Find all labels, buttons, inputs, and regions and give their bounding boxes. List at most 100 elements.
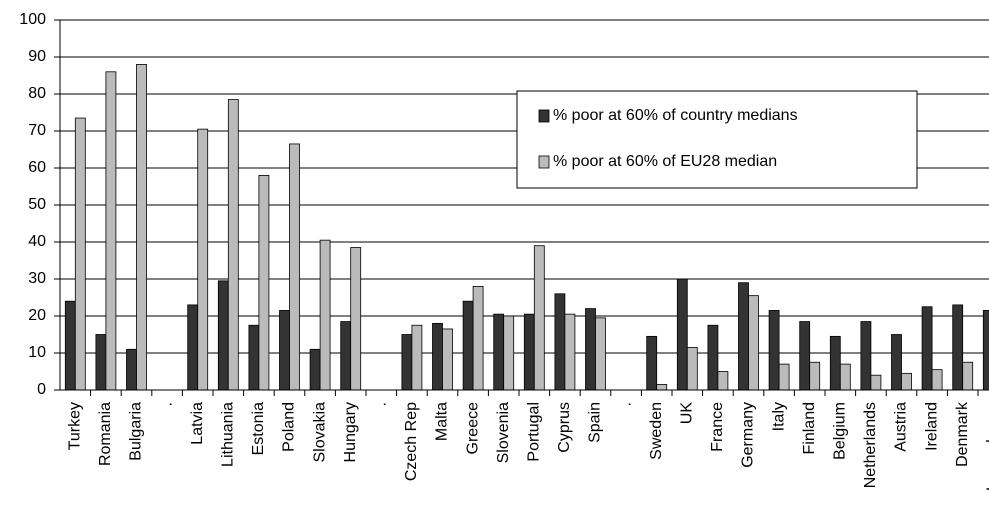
bar: [686, 347, 698, 391]
x-tick-label: Portugal: [526, 402, 543, 462]
y-tick-label: 0: [37, 381, 46, 398]
bar: [656, 384, 668, 391]
bar: [197, 128, 209, 391]
legend-swatch: [538, 155, 550, 169]
y-tick-label: 40: [28, 233, 46, 250]
bar: [401, 334, 413, 391]
bar: [778, 363, 790, 391]
bar: [646, 335, 658, 391]
legend-label: % poor at 60% of EU28 median: [553, 153, 777, 170]
x-tick-label: Cyprus: [556, 402, 573, 453]
legend-swatch: [538, 109, 550, 123]
bar: [748, 295, 759, 391]
x-tick-label: Latvia: [189, 402, 206, 445]
x-tick-label: Greece: [464, 402, 481, 455]
x-tick-label: Romania: [97, 402, 114, 466]
bar: [595, 317, 606, 391]
bar: [258, 174, 270, 391]
x-tick-label: Turkey: [67, 402, 84, 450]
x-tick-label: Italy: [770, 402, 787, 431]
bar: [809, 361, 821, 391]
x-tick-label: Hungary: [342, 402, 359, 462]
x-tick-label: .: [373, 402, 390, 406]
bar: [493, 313, 505, 391]
bar: [462, 300, 474, 391]
bar: [768, 310, 780, 391]
bar: [74, 117, 86, 391]
bar: [829, 335, 841, 391]
y-tick-label: 30: [28, 270, 46, 287]
bar: [982, 310, 989, 391]
x-tick-label: Ireland: [923, 402, 940, 451]
bar: [95, 334, 107, 391]
x-tick-label: Denmark: [954, 401, 971, 467]
bar: [901, 372, 912, 391]
legend-box: [516, 90, 918, 189]
bar: [126, 348, 137, 391]
x-tick-label: Netherlands: [862, 402, 879, 488]
x-tick-label: Estonia: [250, 402, 267, 455]
x-tick-label: Slovenia: [495, 402, 512, 463]
y-tick-label: 90: [28, 48, 46, 65]
bar: [64, 300, 76, 391]
bar: [309, 348, 321, 391]
bar: [870, 374, 882, 391]
bar: [340, 321, 352, 391]
x-tick-label: UK: [679, 402, 696, 425]
x-tick-label: Spain: [587, 402, 604, 443]
x-tick-label: Czech Rep: [403, 402, 420, 481]
bar: [931, 369, 943, 391]
legend-label: % poor at 60% of country medians: [553, 107, 798, 124]
x-tick-label: .: [617, 402, 634, 406]
y-tick-label: 70: [28, 122, 46, 139]
x-tick-label: Slovakia: [311, 402, 328, 463]
bar: [411, 324, 423, 391]
bar: [503, 315, 515, 391]
bar: [279, 310, 290, 391]
bar: [962, 361, 974, 391]
bar: [187, 304, 199, 391]
bar: [799, 321, 811, 391]
x-tick-label: Poland: [281, 402, 298, 452]
x-tick-label: Finland: [801, 402, 818, 454]
bar: [289, 143, 300, 391]
y-tick-label: 60: [28, 159, 46, 176]
x-tick-label: Sweden: [648, 402, 665, 460]
x-tick-label: Germany: [740, 402, 757, 468]
bar: [717, 371, 729, 391]
x-tick-label: Lithuania: [220, 402, 237, 467]
bar: [921, 306, 933, 391]
y-tick-label: 50: [28, 196, 46, 213]
x-tick-label: Malta: [434, 402, 451, 441]
x-tick-label: Bulgaria: [128, 402, 145, 461]
bar: [432, 322, 443, 391]
bar: [442, 328, 453, 391]
y-tick-label: 10: [28, 344, 46, 361]
bar: [676, 278, 688, 391]
bar: [350, 247, 362, 391]
bar: [738, 282, 749, 391]
y-tick-label: 100: [19, 11, 46, 28]
bar: [891, 334, 902, 391]
bar: [217, 280, 229, 391]
bar: [564, 313, 576, 391]
bar: [585, 308, 596, 391]
bar: [105, 71, 117, 391]
bar: [554, 293, 566, 391]
bar: [523, 313, 535, 391]
x-tick-label: Luxembourg: [985, 402, 989, 491]
bar: [707, 324, 719, 391]
x-tick-label: Belgium: [832, 402, 849, 460]
x-tick-label: .: [158, 402, 175, 406]
bar: [952, 304, 964, 391]
x-tick-label: Austria: [893, 402, 910, 452]
y-tick-label: 20: [28, 307, 46, 324]
bar: [472, 285, 484, 391]
bar: [319, 239, 331, 391]
x-tick-label: France: [709, 402, 726, 452]
bar: [227, 99, 239, 391]
y-tick-label: 80: [28, 85, 46, 102]
bar: [533, 245, 545, 391]
bar: [136, 64, 147, 391]
